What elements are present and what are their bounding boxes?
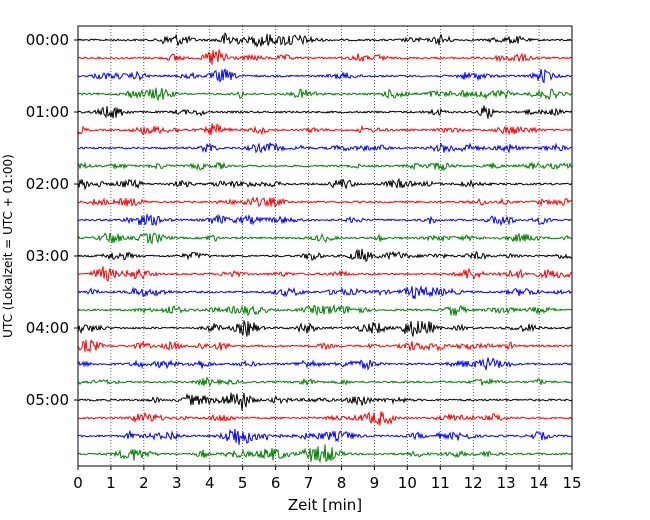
seismic-trace-01:30 xyxy=(77,142,573,154)
seismic-trace-05:15 xyxy=(77,411,573,426)
seismic-trace-03:30 xyxy=(77,285,573,300)
seismic-trace-04:00 xyxy=(77,320,573,337)
x-axis-ticks: 0 1 2 3 4 5 6 7 8 9 10 11 12 13 14 15 xyxy=(73,466,582,492)
plot-frame xyxy=(77,25,573,467)
seismic-trace-04:30 xyxy=(77,357,573,371)
seismic-trace-00:00 xyxy=(77,32,573,48)
seismic-trace-03:00 xyxy=(77,248,573,263)
x-tick-label: 3 xyxy=(172,474,182,492)
x-tick-label: 2 xyxy=(139,474,149,492)
y-tick-label: 05:00 xyxy=(26,391,69,409)
seismic-trace-03:45 xyxy=(77,303,573,317)
x-tick-label: 9 xyxy=(370,474,380,492)
seismic-trace-01:45 xyxy=(77,161,573,171)
x-tick-label: 7 xyxy=(304,474,314,492)
y-tick-label: 03:00 xyxy=(26,247,69,265)
x-tick-label: 14 xyxy=(530,474,549,492)
grid-lines xyxy=(110,26,540,466)
y-tick-label: 02:00 xyxy=(26,175,69,193)
seismic-trace-00:45 xyxy=(77,87,573,102)
x-tick-label: 13 xyxy=(497,474,516,492)
x-tick-label: 4 xyxy=(205,474,215,492)
seismic-trace-00:30 xyxy=(77,67,573,84)
x-tick-label: 15 xyxy=(562,474,581,492)
seismic-trace-03:15 xyxy=(77,266,573,282)
seismic-trace-00:15 xyxy=(77,49,573,65)
x-tick-label: 8 xyxy=(337,474,347,492)
seismic-trace-01:15 xyxy=(77,123,573,136)
x-tick-label: 5 xyxy=(238,474,248,492)
seismic-trace-01:00 xyxy=(77,105,573,119)
seismic-trace-02:00 xyxy=(77,177,573,191)
y-tick-label: 04:00 xyxy=(26,319,69,337)
seismic-trace-05:00 xyxy=(77,392,573,411)
seismic-trace-02:15 xyxy=(77,196,573,208)
y-axis-ticks: 00:00 01:00 02:00 03:00 04:00 05:00 xyxy=(26,31,78,409)
seismic-trace-02:45 xyxy=(77,232,573,245)
x-tick-label: 6 xyxy=(271,474,281,492)
x-axis-label: Zeit [min] xyxy=(288,496,362,514)
seismic-trace-05:30 xyxy=(77,428,573,445)
seismic-trace-04:15 xyxy=(77,339,573,354)
x-tick-label: 12 xyxy=(464,474,483,492)
x-tick-label: 1 xyxy=(106,474,116,492)
seismic-trace-04:45 xyxy=(77,376,573,387)
x-tick-label: 0 xyxy=(73,474,83,492)
x-tick-label: 10 xyxy=(398,474,417,492)
seismic-traces xyxy=(77,32,573,464)
x-tick-label: 11 xyxy=(431,474,450,492)
seismic-trace-05:45 xyxy=(77,444,573,464)
y-tick-label: 01:00 xyxy=(26,103,69,121)
y-tick-label: 00:00 xyxy=(26,31,69,49)
seismic-trace-02:30 xyxy=(77,212,573,227)
y-axis-label: UTC (Lokalzeit = UTC + 01:00) xyxy=(1,154,15,338)
